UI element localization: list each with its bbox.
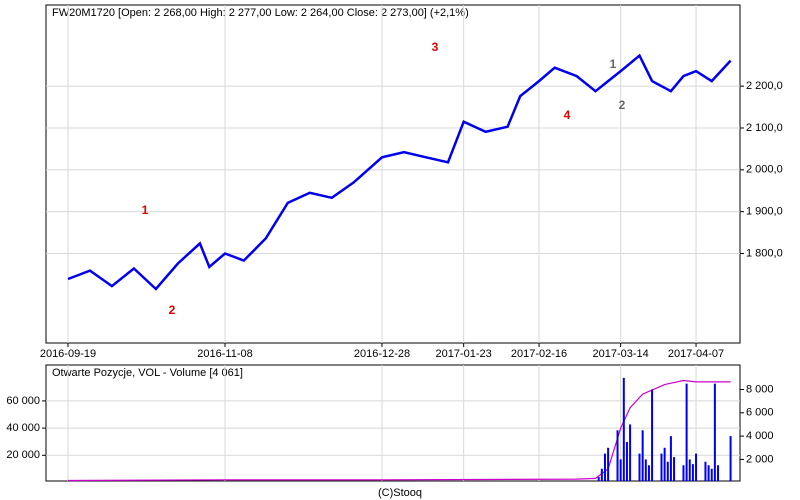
volume-bar [660, 453, 663, 481]
wave-label: 4 [564, 108, 571, 122]
wave-label: 1 [610, 57, 617, 71]
y2-tick-label: 2 000 [746, 453, 774, 465]
y2-tick-label: 4 000 [746, 430, 774, 442]
volume-bar [717, 465, 720, 481]
volume-bar [607, 447, 610, 481]
volume-bar [644, 459, 647, 481]
y-tick-label: 40 000 [6, 422, 40, 434]
volume-bar [669, 436, 672, 481]
open-interest-line [67, 379, 731, 482]
volume-bar [616, 430, 619, 481]
volume-bar [704, 461, 707, 481]
wave-label: 1 [142, 203, 149, 217]
footer: (C)Stooq [378, 487, 422, 499]
x-tick-label: 2017-03-14 [593, 348, 649, 360]
volume-bar [647, 465, 650, 481]
price-line [67, 53, 732, 291]
y2-tick-label: 8 000 [746, 383, 774, 395]
wave-label: 3 [432, 40, 439, 54]
volume-bar [713, 383, 716, 481]
volume-bar [625, 441, 628, 481]
volume-bar [663, 447, 666, 481]
volume-bar [666, 461, 669, 481]
volume-bar [638, 453, 641, 481]
volume-bar [641, 430, 644, 481]
volume-bar [729, 436, 732, 481]
wave-label: 2 [619, 98, 626, 112]
volume-bar [673, 457, 676, 481]
x-tick-label: 2017-04-07 [668, 348, 724, 360]
volume-bar [707, 465, 710, 481]
volume-bar [651, 389, 654, 481]
y-tick-label: 20 000 [6, 449, 40, 461]
volume-bar [691, 464, 694, 481]
volume-bar [597, 476, 600, 481]
x-tick-label: 2017-01-23 [436, 348, 492, 360]
volume-bar [685, 383, 688, 481]
volume-bar [629, 424, 632, 481]
x-tick-label: 2016-11-08 [197, 348, 252, 360]
y2-tick-label: 6 000 [746, 407, 774, 419]
volume-title: Otwarte Pozycje, VOL - Volume [4 061] [52, 367, 243, 379]
volume-panel [45, 364, 741, 482]
volume-bar [603, 453, 606, 481]
price-panel [45, 4, 741, 344]
volume-bar [600, 468, 603, 481]
wave-label: 2 [169, 303, 176, 317]
x-tick-label: 2016-09-19 [40, 348, 96, 360]
y-tick-label: 60 000 [6, 395, 40, 407]
y-tick-label: 2 200,0 [746, 80, 783, 92]
y-tick-label: 2 000,0 [746, 164, 783, 176]
price-title: FW20M1720 [Open: 2 268,00 High: 2 277,00… [52, 7, 469, 19]
x-tick-label: 2017-02-16 [511, 348, 567, 360]
volume-bar [688, 459, 691, 481]
volume-bar [695, 453, 698, 481]
volume-bar [619, 459, 622, 481]
volume-bar [682, 465, 685, 481]
x-tick-label: 2016-12-28 [354, 348, 410, 360]
y-tick-label: 2 100,0 [746, 122, 783, 134]
y-tick-label: 1 800,0 [746, 247, 783, 259]
y-tick-label: 1 900,0 [746, 206, 783, 218]
volume-bar [622, 377, 625, 481]
volume-bar [710, 468, 713, 481]
